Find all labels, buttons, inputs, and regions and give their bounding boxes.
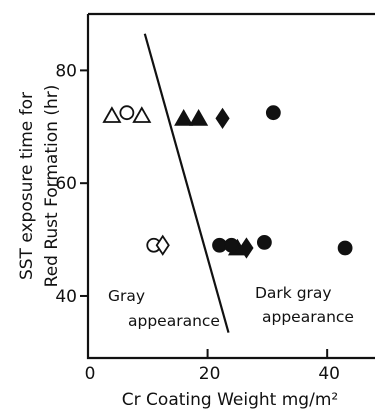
y-axis-label-line1: SST exposure time for xyxy=(17,92,37,280)
y-axis-label-line2: Red Rust Formation (hr) xyxy=(42,85,62,288)
filled-diamond-point xyxy=(239,237,254,259)
x-axis-label: Cr Coating Weight mg/m² xyxy=(122,390,338,410)
boundary-line xyxy=(143,33,230,333)
filled-circle-point xyxy=(224,237,239,253)
filled-circle-point xyxy=(265,105,281,121)
annotation-gray-line1: Gray xyxy=(108,287,145,305)
x-tick-label: 20 xyxy=(199,364,221,384)
x-tick-label: 40 xyxy=(318,364,340,384)
y-tick-label: 80 xyxy=(55,61,77,81)
filled-circle-point xyxy=(337,240,353,256)
tick-labels: 0 20 40 40 60 80 xyxy=(55,61,340,384)
filled-triangle-point xyxy=(174,109,194,126)
open-triangle-point xyxy=(102,106,122,123)
filled-diamond-point xyxy=(215,107,230,129)
y-tick-label: 60 xyxy=(55,174,77,194)
open-diamond-point xyxy=(155,234,170,256)
open-triangle-point xyxy=(132,106,152,123)
plot-frame xyxy=(86,12,375,360)
filled-triangle-point xyxy=(189,109,209,126)
annotation-gray-line2: appearance xyxy=(128,312,220,330)
annotation-darkgray-line1: Dark gray xyxy=(255,284,332,302)
filled-circle-point xyxy=(256,234,272,250)
filled-circle-point xyxy=(212,237,227,253)
y-tick-label: 40 xyxy=(55,287,77,307)
axis-ticks xyxy=(80,69,329,358)
x-tick-label: 0 xyxy=(85,364,96,384)
data-points xyxy=(102,105,353,259)
annotation-darkgray-line2: appearance xyxy=(262,308,354,326)
open-circle-point xyxy=(119,105,135,121)
